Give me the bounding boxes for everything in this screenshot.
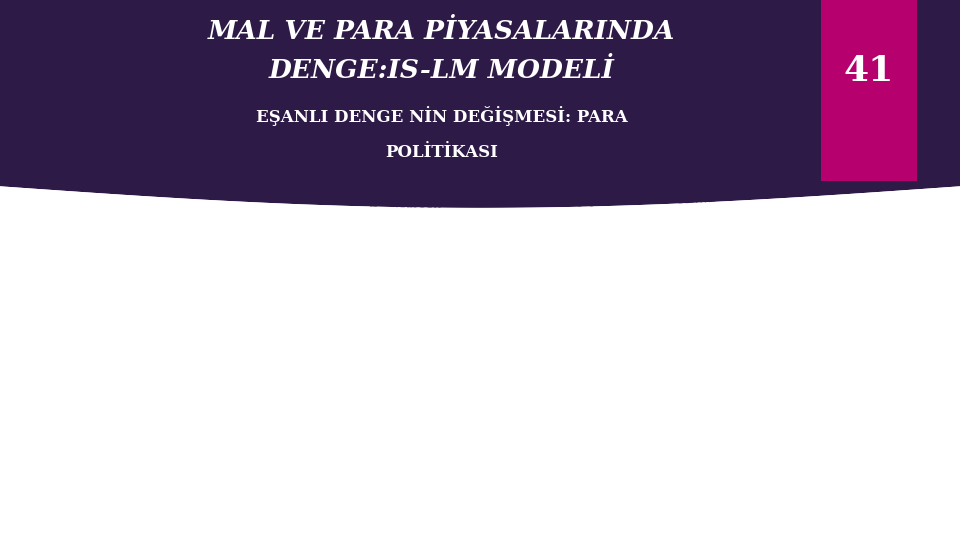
- Text: DENGE:IS-LM MODELİ: DENGE:IS-LM MODELİ: [269, 58, 614, 83]
- Text: Y: Y: [454, 525, 468, 540]
- Text: Genişletici Para Politikası: Genişletici Para Politikası: [258, 227, 427, 240]
- Text: IS: IS: [387, 480, 403, 494]
- Text: E₂: E₂: [259, 362, 277, 380]
- Text: LM(M₁): LM(M₁): [214, 265, 270, 279]
- Text: 0: 0: [12, 525, 23, 540]
- Text: Y₁: Y₁: [168, 538, 187, 540]
- Text: i₂: i₂: [0, 375, 12, 393]
- Text: Mal  ve  para  piyasalarında  eşanlı
dengeninbaşlangıçta    E₁    noktasında
sağ: Mal ve para piyasalarında eşanlı dengeni…: [480, 194, 763, 355]
- Text: MAL VE PARA PİYASALARINDA: MAL VE PARA PİYASALARINDA: [208, 19, 675, 44]
- Text: Faiz haddi düşünce de, planlanan yatırım
üzerinden planlanan toplam harcama ve
h: Faiz haddi düşünce de, planlanan yatırım…: [480, 382, 757, 433]
- Text: EŞANLI DENGE NİN DEĞİŞMESİ: PARA: EŞANLI DENGE NİN DEĞİŞMESİ: PARA: [255, 105, 628, 125]
- Text: Eşanlı Dengenin Değişmesi:: Eşanlı Dengenin Değişmesi:: [258, 204, 443, 217]
- Text: i: i: [14, 198, 21, 217]
- Text: E₁: E₁: [151, 308, 170, 326]
- Text: LM(M₂): LM(M₂): [402, 227, 457, 241]
- Text: i₁: i₁: [0, 321, 12, 339]
- Text: 41: 41: [844, 54, 894, 88]
- Text: POLİTİKASI: POLİTİKASI: [385, 144, 498, 161]
- Text: Y₂: Y₂: [243, 538, 262, 540]
